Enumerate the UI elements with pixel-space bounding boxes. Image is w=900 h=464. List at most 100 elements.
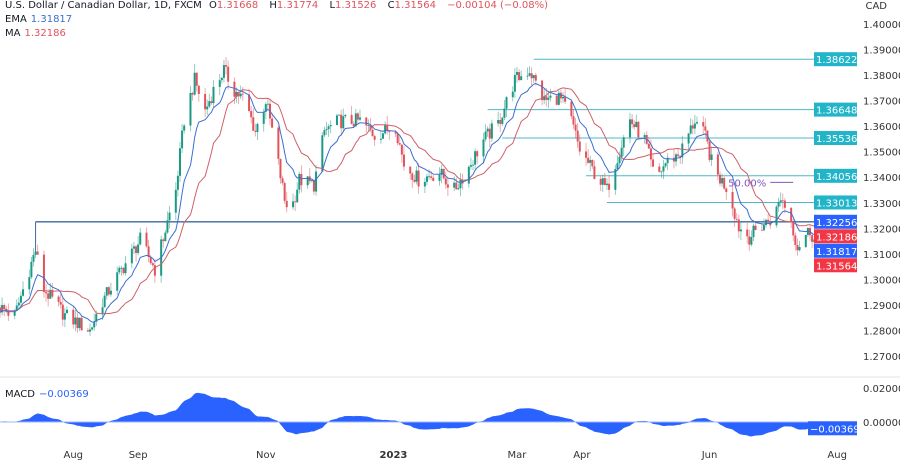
candle-body (783, 200, 786, 208)
candle-body (735, 218, 738, 220)
currency-button[interactable]: CAD (865, 1, 887, 12)
candle-body (34, 251, 37, 255)
candle-body (88, 329, 91, 332)
candle-body (777, 202, 780, 207)
candle-body (633, 124, 636, 128)
candle-body (622, 137, 625, 148)
candle-body (710, 154, 713, 160)
candle-body (358, 117, 361, 120)
candle-body (166, 220, 169, 233)
candle-body (605, 183, 608, 186)
candle-body (737, 219, 740, 232)
candle-body (402, 154, 405, 167)
price-label-text: 1.36648 (816, 106, 857, 117)
candle-body (162, 239, 165, 242)
candle-body (386, 124, 389, 132)
candle-body (298, 173, 301, 190)
candle-body (312, 180, 315, 192)
candle-body (122, 267, 125, 274)
candle-body (549, 95, 552, 98)
candle-body (442, 168, 445, 179)
candle-body (15, 305, 18, 311)
price-label-text: 1.31564 (816, 261, 857, 272)
candle-body (210, 101, 213, 104)
candle-body (532, 75, 535, 79)
price-labels: 1.38622 1.36648 1.35536 1.34056 1.33013 1.322… (808, 52, 860, 436)
candle-body (342, 116, 345, 129)
candle-body (218, 80, 221, 87)
candle-body (145, 232, 148, 247)
moving-averages (0, 82, 815, 323)
candle-body (116, 272, 119, 291)
low-value: 1.31526 (335, 0, 377, 11)
candle-body (396, 133, 399, 144)
symbol-title: U.S. Dollar / Canadian Dollar, 1D, FXCM (5, 0, 202, 11)
candle-body (168, 212, 171, 221)
candle-body (371, 129, 374, 137)
candle-body (679, 155, 682, 158)
candle-body (105, 287, 108, 296)
candle-body (658, 166, 661, 172)
candle-body (704, 126, 707, 131)
candle-body (754, 225, 757, 230)
candle-body (635, 121, 638, 128)
candle-body (147, 246, 150, 257)
price-tick: 1.33000 (863, 199, 900, 210)
candle-body (176, 175, 179, 190)
candle-body (248, 94, 251, 112)
candle-body (453, 182, 456, 188)
macd-tick: 0.00000 (863, 418, 900, 429)
candle-body (693, 123, 696, 129)
candle-body (490, 123, 493, 139)
candle-body (139, 232, 142, 245)
candle-body (643, 135, 646, 138)
candle-body (74, 317, 77, 325)
candle-body (457, 188, 460, 190)
candle-body (721, 178, 724, 184)
candle-body (118, 267, 121, 273)
candle-body (208, 101, 211, 107)
candle-body (195, 72, 198, 86)
candle-body (296, 189, 299, 203)
candle-body (76, 317, 79, 329)
candle-body (344, 114, 347, 117)
candle-body (325, 129, 328, 131)
candle-body (497, 120, 500, 124)
candle-body (72, 309, 75, 325)
candle-body (354, 113, 357, 127)
ma-legend[interactable]: MA 1.32186 (5, 28, 70, 39)
candle-body (526, 75, 529, 77)
candle-body (174, 189, 177, 213)
candle-body (0, 307, 1, 313)
candle-body (779, 200, 782, 203)
fib-50-label: 50.00% (728, 178, 766, 189)
candle-body (695, 122, 698, 124)
candle-body (570, 101, 573, 117)
candle-body (499, 120, 502, 124)
candle-body (193, 72, 196, 95)
candle-body (691, 125, 694, 129)
time-tick: Sep (129, 450, 148, 461)
time-tick: 2023 (380, 450, 408, 461)
close-value: 1.31564 (394, 0, 436, 11)
price-tick: 1.38000 (863, 71, 900, 82)
symbol-legend: U.S. Dollar / Canadian Dollar, 1D, FXCM … (5, 0, 552, 11)
candle-body (511, 91, 514, 98)
ema-legend[interactable]: EMA 1.31817 (5, 14, 76, 25)
open-value: 1.31668 (216, 0, 259, 11)
candle-body (631, 119, 634, 125)
candle-body (601, 178, 604, 185)
candle-body (335, 115, 338, 126)
time-tick: Jun (701, 450, 718, 461)
candle-body (281, 178, 284, 183)
price-axis[interactable]: 1.40000 1.39000 1.38000 1.37000 1.36000 1.350… (863, 20, 900, 429)
candle-body (413, 179, 416, 182)
candle-body (411, 173, 414, 180)
macd-legend[interactable]: MACD −0.00369 (5, 389, 93, 400)
candle-body (467, 166, 470, 184)
candle-body (599, 178, 602, 185)
candle-body (765, 219, 768, 226)
candle-body (65, 309, 68, 314)
time-axis[interactable]: Aug Sep Nov 2023 Mar Apr Jun Aug (63, 450, 846, 461)
